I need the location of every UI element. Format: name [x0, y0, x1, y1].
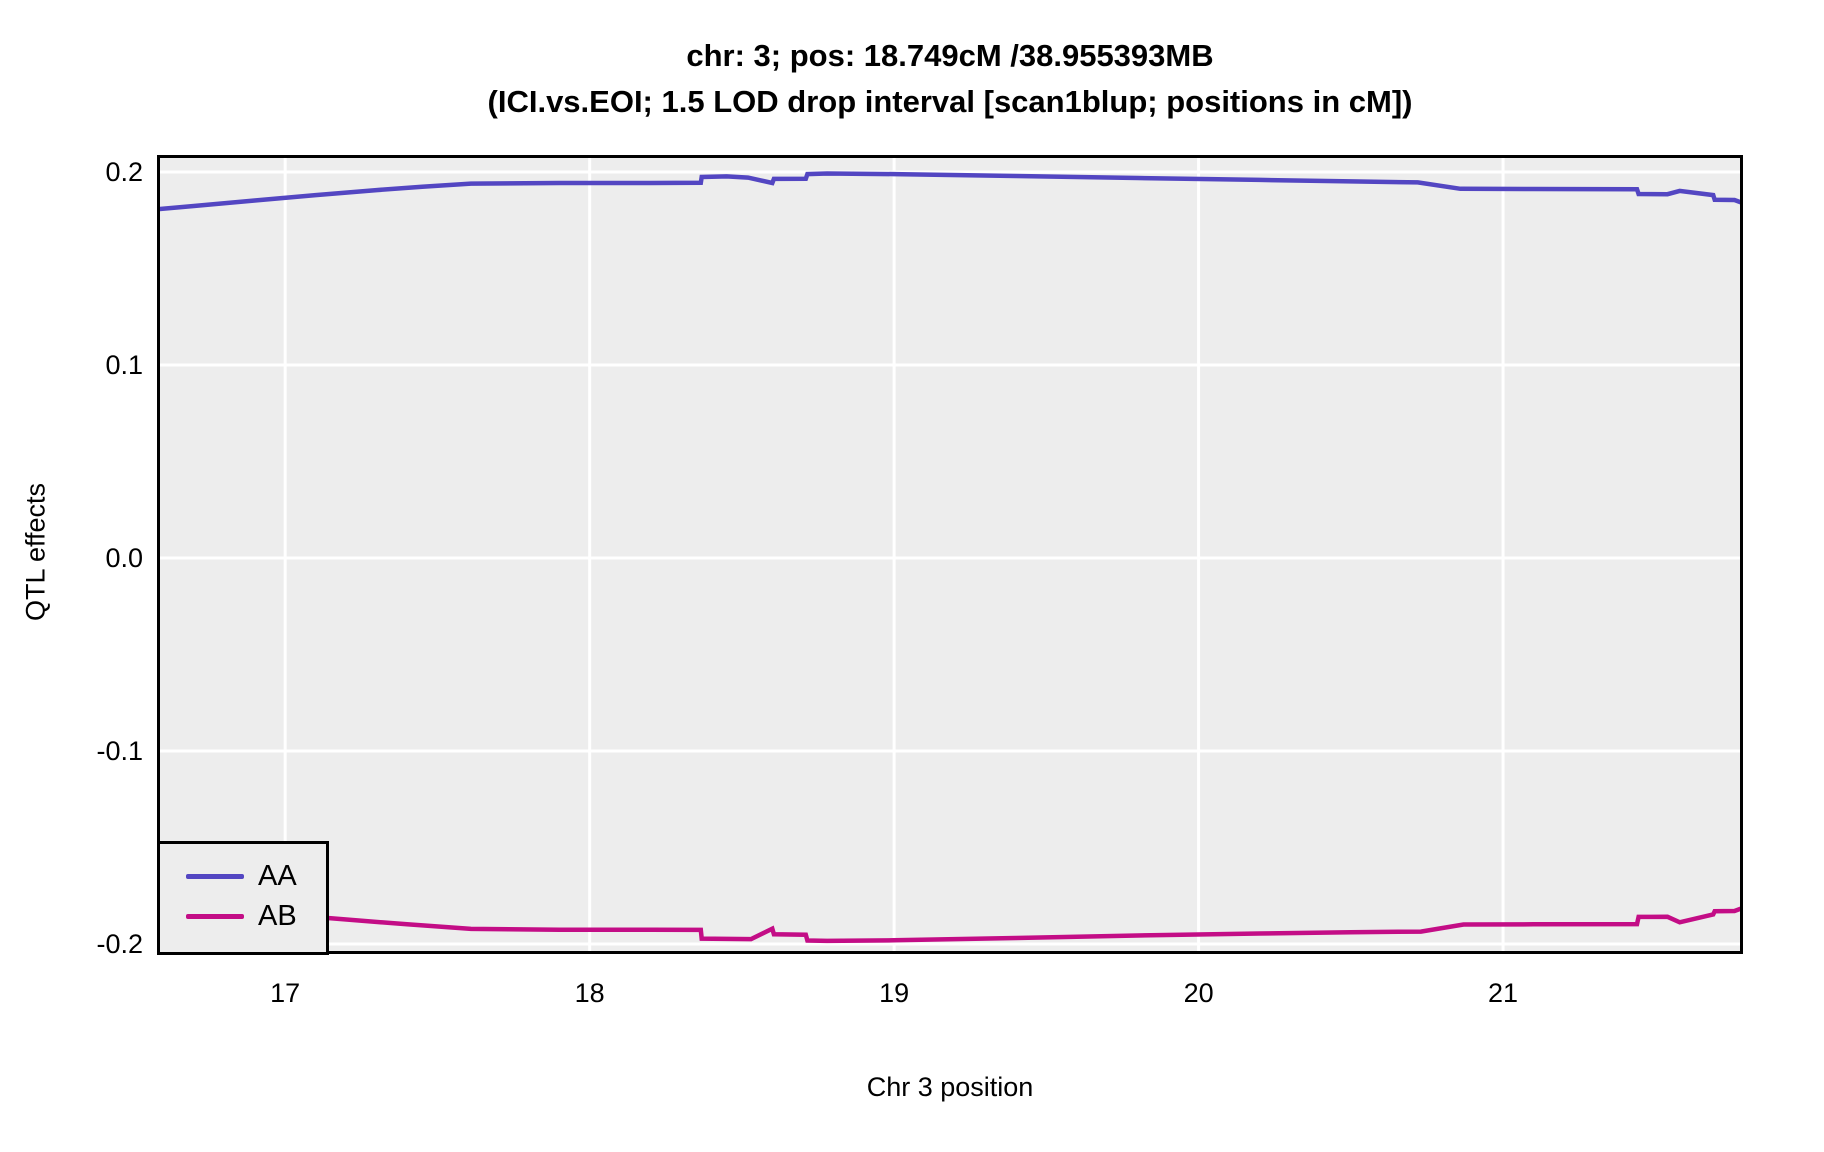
x-tick-label: 19: [879, 978, 910, 1008]
x-tick-label: 17: [270, 978, 301, 1008]
y-tick-label: 0.0: [105, 542, 143, 573]
plot-title: chr: 3; pos: 18.749cM /38.955393MB: [686, 38, 1214, 73]
x-tick-label: 20: [1183, 978, 1214, 1008]
x-axis-label: Chr 3 position: [866, 1072, 1034, 1102]
chart-canvas: [157, 155, 1743, 954]
legend-label-aa: AA: [258, 859, 297, 892]
series-line-ab: [157, 903, 1743, 944]
y-tick-label: -0.2: [96, 928, 143, 959]
y-tick-label: -0.1: [96, 735, 143, 766]
legend-item-aa: AA: [160, 856, 326, 896]
plot-panel: [157, 155, 1743, 954]
x-tick-label: 18: [574, 978, 605, 1008]
panel-background: [157, 155, 1743, 954]
legend-box: AA AB: [157, 841, 329, 955]
legend-label-ab: AB: [258, 899, 297, 932]
plot-subtitle: (ICI.vs.EOI; 1.5 LOD drop interval [scan…: [487, 84, 1413, 119]
x-tick-label: 21: [1488, 978, 1519, 1008]
panel-border: [157, 155, 1743, 954]
series-line-aa: [157, 171, 1743, 212]
legend-item-ab: AB: [160, 896, 326, 936]
aa-line-sample-icon: [186, 873, 244, 879]
y-tick-label: 0.1: [105, 349, 143, 380]
y-tick-label: 0.2: [105, 156, 143, 187]
ab-line-sample-icon: [186, 913, 244, 919]
